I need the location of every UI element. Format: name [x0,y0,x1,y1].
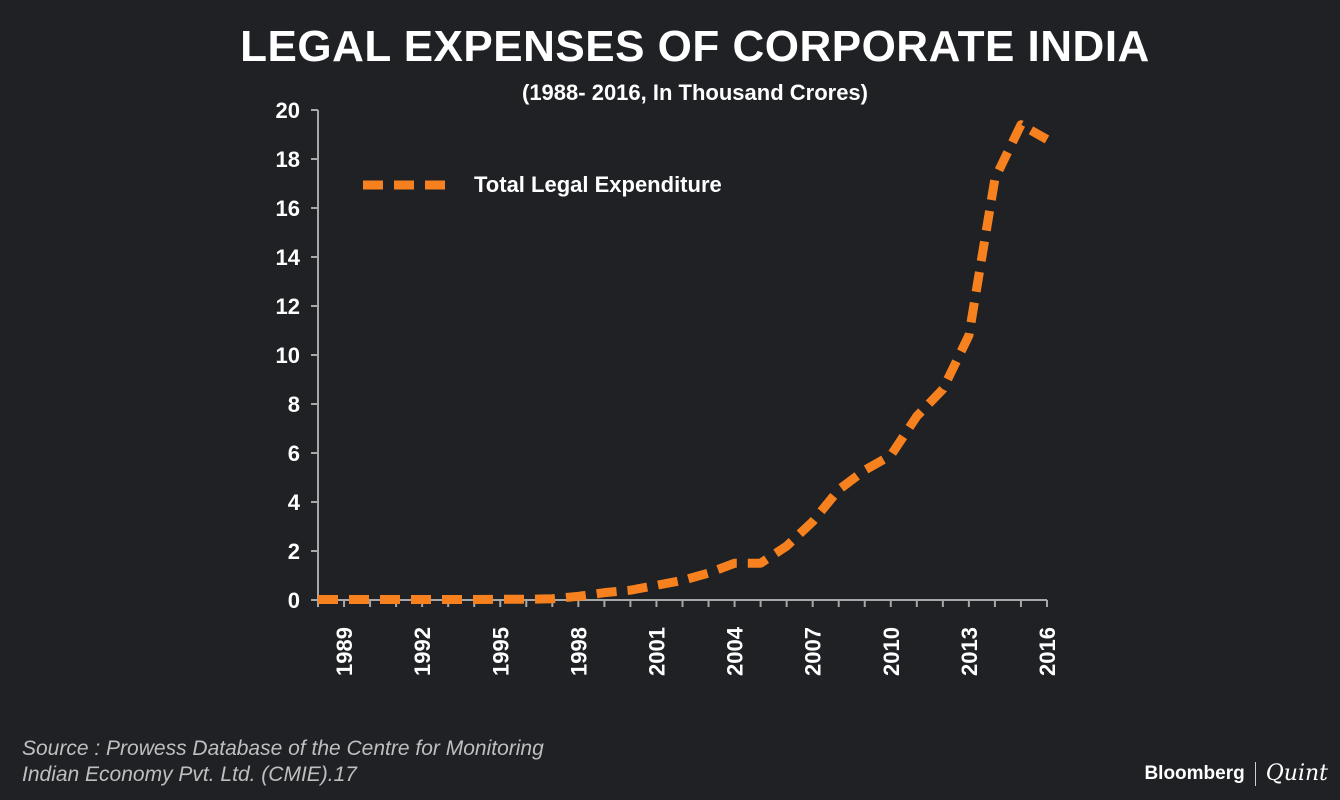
data-point [835,486,843,494]
data-point [626,586,634,594]
data-point [366,596,374,604]
data-point [522,595,530,603]
data-point [809,518,817,526]
y-tick-label: 6 [288,441,300,466]
y-tick-label: 8 [288,392,300,417]
data-point [652,581,660,589]
brand-bloomberg: Bloomberg [1144,762,1245,784]
x-tick-label: 2013 [957,627,982,676]
data-point [991,175,999,183]
data-point [340,596,348,604]
brand-quint: Quint [1265,761,1328,786]
x-tick-label: 2010 [879,627,904,676]
data-point [1043,135,1051,143]
data-point [861,466,869,474]
x-tick-label: 1995 [488,627,513,676]
data-point [705,569,713,577]
data-point [314,596,322,604]
data-point [496,595,504,603]
y-tick-label: 20 [276,98,300,123]
chart-subtitle: (1988- 2016, In Thousand Crores) [522,80,868,105]
data-point [939,385,947,393]
brand-logo: Bloomberg Quint [1144,761,1328,786]
y-tick-label: 0 [288,588,300,613]
data-point [783,542,791,550]
y-tick-label: 18 [276,147,300,172]
brand-separator [1254,761,1256,786]
legend-label: Total Legal Expenditure [474,172,722,197]
x-tick-label: 2007 [801,627,826,676]
y-tick-label: 12 [276,294,300,319]
data-point [965,331,973,339]
x-tick-label: 2004 [723,626,748,676]
y-tick-label: 16 [276,196,300,221]
data-point [1017,121,1025,129]
data-point [444,596,452,604]
legend: Total Legal Expenditure [363,172,722,197]
x-tick-label: 1992 [410,627,435,676]
source-line-1: Source : Prowess Database of the Centre … [22,737,544,760]
data-point [548,595,556,603]
x-axis-ticks: 1989 1992 1995 1998 2001 2004 2007 2010 2013 2016 [317,600,1060,676]
data-point [887,451,895,459]
data-point [470,596,478,604]
data-point [757,559,765,567]
x-tick-label: 2001 [644,627,669,676]
y-tick-label: 2 [288,539,300,564]
source-line-2: Indian Economy Pvt. Ltd. (CMIE).17 [22,763,357,786]
x-tick-label: 1989 [332,627,357,676]
y-tick-label: 14 [276,245,301,270]
data-point [731,559,739,567]
x-tick-label: 1998 [566,627,591,676]
data-point [679,576,687,584]
data-point [574,592,582,600]
x-tick-label: 2016 [1035,627,1060,676]
source-note: Source : Prowess Database of the Centre … [22,736,642,788]
y-tick-label: 4 [288,490,301,515]
data-point [600,589,608,597]
y-tick-label: 10 [276,343,300,368]
data-point [392,596,400,604]
data-point [913,412,921,420]
y-axis-ticks: 0 2 4 6 8 10 12 14 16 18 20 [276,98,318,613]
data-point [418,596,426,604]
chart-title: LEGAL EXPENSES OF CORPORATE INDIA [240,22,1150,71]
